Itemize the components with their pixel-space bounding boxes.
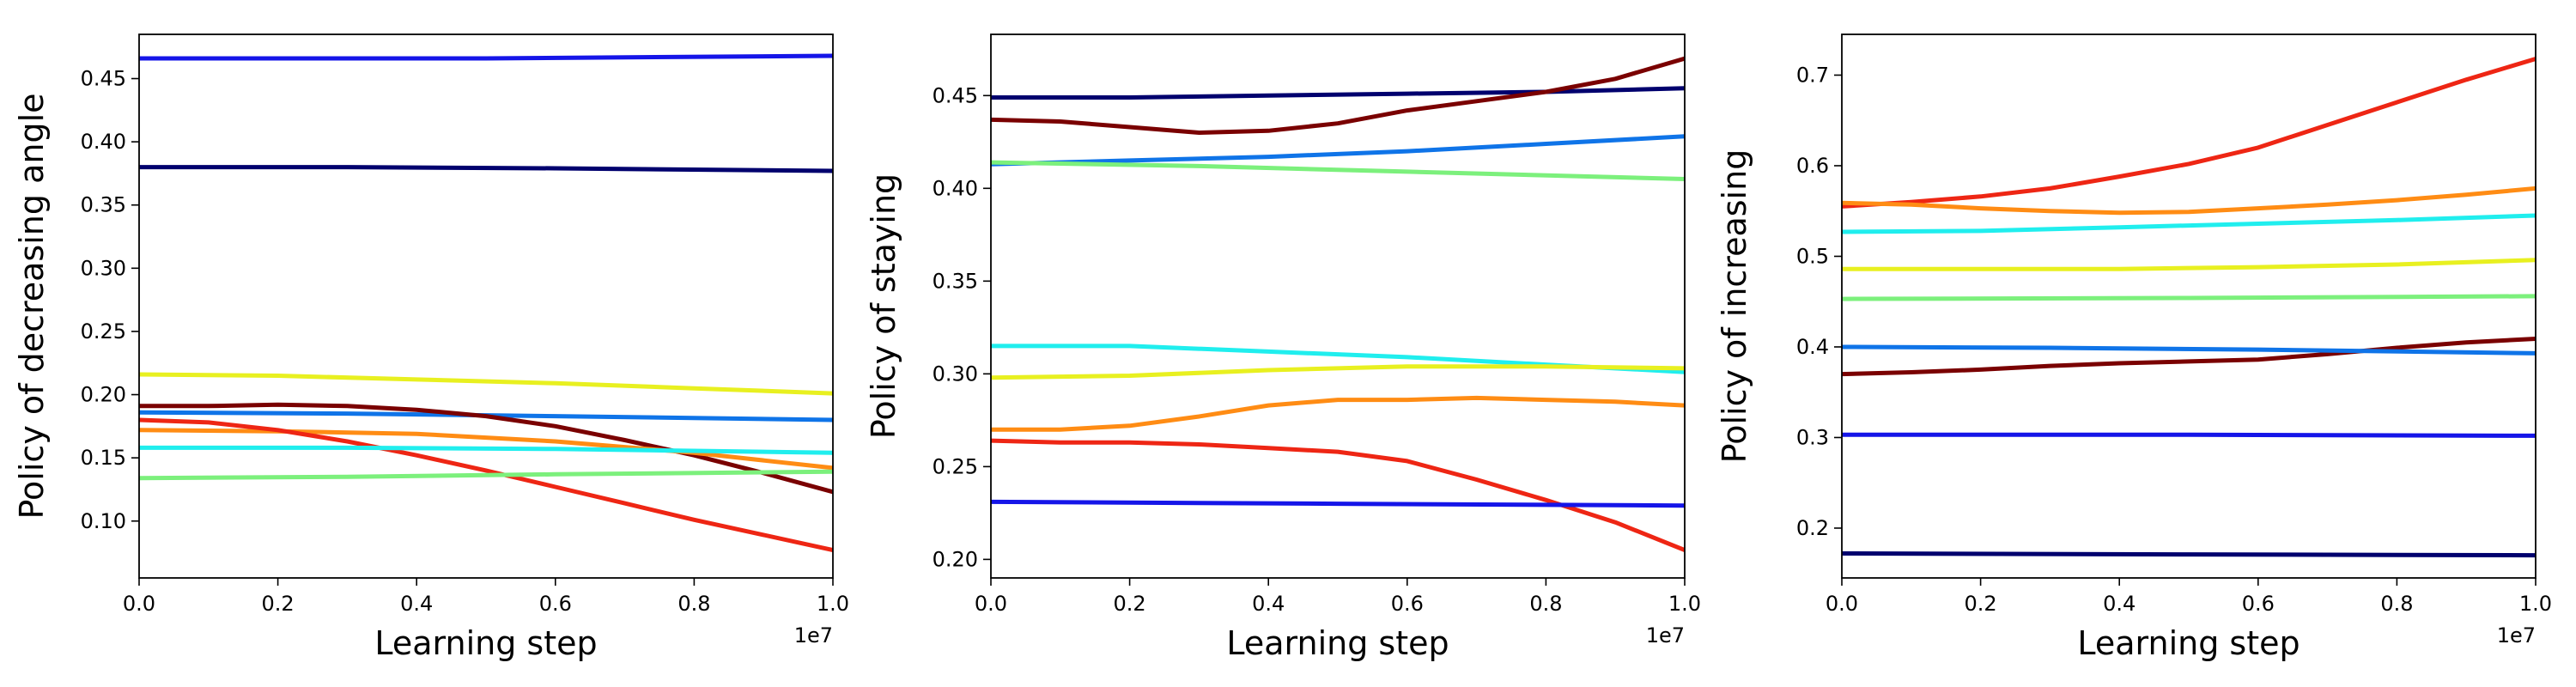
x-axis-label: Learning step	[374, 624, 597, 662]
x-tick-label: 0.0	[1826, 592, 1858, 616]
y-tick-label: 0.5	[1796, 244, 1829, 268]
series-line-5	[1842, 294, 2536, 301]
y-tick-label: 0.25	[933, 454, 978, 478]
y-axis-label: Policy of decreasing angle	[13, 93, 51, 519]
series-line-6	[991, 364, 1685, 380]
y-tick-label: 0.35	[81, 193, 126, 217]
x-tick-label: 0.6	[2242, 592, 2275, 616]
x-tick-label: 0.2	[262, 592, 295, 616]
series-group	[991, 56, 1685, 553]
series-line-9	[139, 469, 833, 481]
series-group	[1842, 57, 2536, 558]
x-tick-label: 1.0	[2519, 592, 2552, 616]
series-group	[139, 53, 833, 553]
plot-frame	[138, 33, 834, 579]
chart-panel-1: 0.0 0.2 0.4 0.6 0.8 1.0 0.10 0.15 0.20 0.25 0.30 0.…	[13, 33, 849, 662]
series-line-1	[991, 86, 1685, 100]
series-line-8	[991, 438, 1685, 553]
x-tick-label: 0.4	[1252, 592, 1285, 616]
x-tick-label: 0.0	[975, 592, 1007, 616]
y-axis-label: Policy of staying	[865, 173, 902, 439]
y-tick-label: 0.25	[81, 319, 126, 344]
x-axis-label: Learning step	[1226, 624, 1449, 662]
series-line-8	[139, 445, 833, 455]
x-tick-label: 0.4	[2103, 592, 2136, 616]
series-line-1	[1842, 57, 2536, 209]
y-tick-label: 0.4	[1796, 335, 1829, 359]
x-axis-label: Learning step	[2077, 624, 2300, 662]
x-tick-label: 0.6	[539, 592, 572, 616]
series-line-9	[1842, 551, 2536, 558]
y-tick-label: 0.20	[81, 383, 126, 407]
x-offset-label: 1e7	[2497, 623, 2536, 647]
series-line-4	[991, 160, 1685, 181]
x-tick-label: 0.8	[1529, 592, 1562, 616]
series-line-4	[1842, 258, 2536, 271]
series-line-6	[139, 428, 833, 471]
y-tick-label: 0.6	[1796, 154, 1829, 178]
y-tick-label: 0.15	[81, 446, 126, 470]
y-tick-label: 0.40	[933, 176, 978, 200]
x-tick-label: 0.2	[1114, 592, 1146, 616]
plot-frame	[1841, 33, 2537, 579]
series-line-9	[991, 499, 1685, 508]
y-tick-label: 0.40	[81, 130, 126, 154]
y-tick-label: 0.30	[933, 362, 978, 386]
x-tick-label: 0.4	[400, 592, 433, 616]
series-line-2	[139, 165, 833, 173]
series-line-3	[1842, 213, 2536, 234]
y-tick-label: 0.20	[933, 547, 978, 571]
y-tick-label: 0.3	[1796, 425, 1829, 449]
series-line-5	[139, 402, 833, 495]
series-line-7	[1842, 344, 2536, 356]
y-tick-label: 0.7	[1796, 63, 1829, 87]
chart-panel-2: 0.0 0.2 0.4 0.6 0.8 1.0 0.20 0.25 0.30 0.35 0.40 0.…	[865, 33, 1701, 662]
y-tick-label: 0.45	[81, 67, 126, 91]
plot-frame	[990, 33, 1686, 579]
y-tick-label: 0.35	[933, 269, 978, 293]
x-tick-label: 0.8	[2380, 592, 2413, 616]
series-line-6	[1842, 337, 2536, 377]
series-line-7	[139, 417, 833, 553]
y-tick-label: 0.30	[81, 256, 126, 280]
x-tick-label: 1.0	[817, 592, 849, 616]
y-axis-label: Policy of increasing	[1716, 149, 1753, 464]
chart-panel-3: 0.0 0.2 0.4 0.6 0.8 1.0 0.2 0.3 0.4 0.5 0.6 0.7 1e7 L…	[1716, 33, 2552, 662]
series-line-7	[991, 395, 1685, 432]
y-tick-label: 0.10	[81, 509, 126, 533]
x-offset-label: 1e7	[1646, 623, 1685, 647]
series-line-3	[991, 134, 1685, 167]
y-tick-label: 0.45	[933, 83, 978, 107]
x-tick-label: 1.0	[1668, 592, 1701, 616]
series-line-1	[139, 53, 833, 61]
x-tick-label: 0.6	[1391, 592, 1424, 616]
x-tick-label: 0.2	[1965, 592, 1997, 616]
x-offset-label: 1e7	[794, 623, 833, 647]
series-line-3	[139, 372, 833, 396]
y-tick-label: 0.2	[1796, 516, 1829, 540]
x-tick-label: 0.0	[123, 592, 155, 616]
x-tick-label: 0.8	[677, 592, 710, 616]
series-line-2	[1842, 185, 2536, 216]
series-line-2	[991, 56, 1685, 135]
